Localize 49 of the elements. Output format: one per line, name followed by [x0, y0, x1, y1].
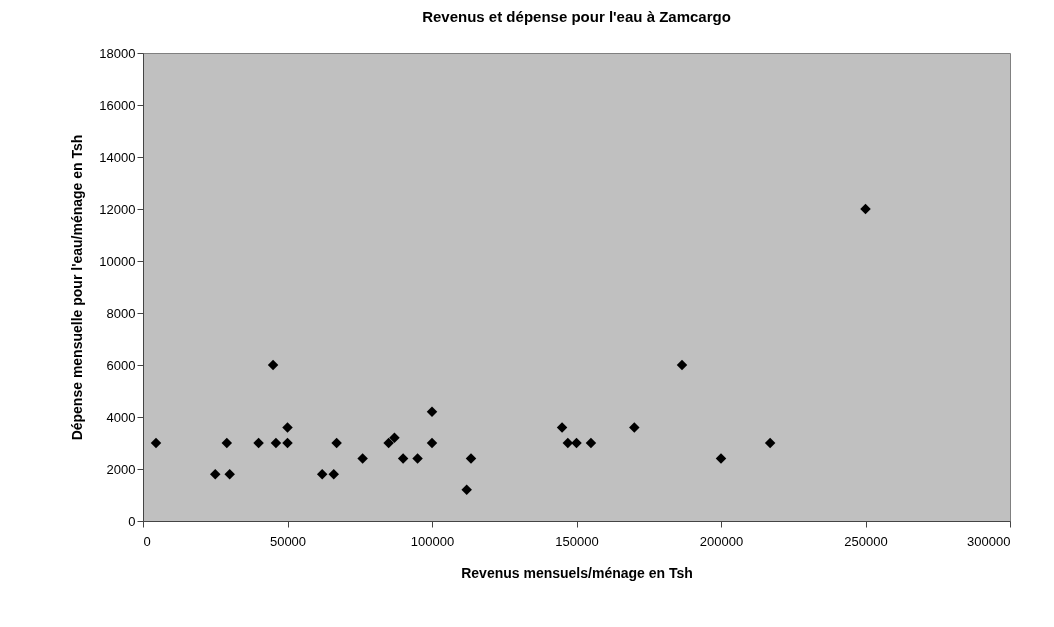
y-tick-label: 10000 — [99, 253, 136, 269]
point — [270, 437, 282, 449]
x-tick-label: 300000 — [967, 533, 1011, 549]
point — [150, 437, 162, 449]
point — [397, 453, 409, 464]
point — [426, 406, 438, 418]
y-axis-title: Dépense mensuelle pour l'eau/ménage en Tsh — [69, 134, 86, 441]
x-tick-label: 50000 — [269, 533, 307, 549]
point — [860, 203, 871, 215]
point — [357, 453, 368, 464]
point — [221, 437, 233, 449]
y-tick-label: 0 — [128, 513, 136, 529]
point — [282, 437, 293, 449]
point — [282, 422, 293, 433]
point — [267, 359, 279, 371]
x-tick-label: 150000 — [555, 533, 599, 549]
x-tick-label: 0 — [143, 533, 151, 549]
point — [629, 422, 640, 433]
point — [389, 432, 400, 444]
point — [253, 437, 264, 449]
y-tick-label: 18000 — [99, 45, 136, 61]
point — [210, 468, 221, 480]
x-tick-label: 200000 — [699, 533, 744, 549]
point — [676, 359, 688, 371]
x-tick-label: 250000 — [844, 533, 888, 549]
y-tick-label: 12000 — [99, 201, 136, 217]
point — [224, 468, 235, 480]
point — [571, 437, 582, 449]
point — [461, 484, 472, 496]
point — [328, 468, 339, 480]
x-tick-label: 100000 — [410, 533, 455, 549]
y-tick-label: 6000 — [106, 357, 136, 373]
point — [715, 453, 727, 464]
point — [764, 437, 776, 449]
point — [331, 437, 342, 449]
x-axis-title: Revenus mensuels/ménage en Tsh — [461, 564, 693, 581]
point — [585, 437, 597, 449]
y-tick-label: 14000 — [99, 149, 136, 165]
point — [412, 453, 423, 464]
chart-title: Revenus et dépense pour l'eau à Zamcargo — [422, 8, 731, 25]
point — [383, 437, 394, 449]
point — [556, 422, 568, 433]
point — [316, 468, 328, 480]
point — [426, 437, 438, 449]
y-tick-label: 4000 — [106, 409, 136, 425]
y-tick-label: 2000 — [106, 461, 136, 477]
y-tick-label: 8000 — [106, 305, 136, 321]
y-tick-label: 16000 — [99, 97, 136, 113]
point — [465, 453, 477, 464]
